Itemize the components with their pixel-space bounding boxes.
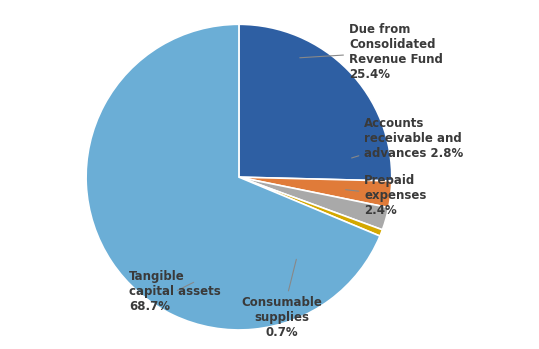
Text: Consumable
supplies
0.7%: Consumable supplies 0.7%: [241, 259, 322, 339]
Text: Accounts
receivable and
advances 2.8%: Accounts receivable and advances 2.8%: [351, 117, 464, 161]
Wedge shape: [239, 24, 392, 181]
Text: Prepaid
expenses
2.4%: Prepaid expenses 2.4%: [345, 174, 427, 217]
Wedge shape: [239, 177, 389, 230]
Text: Due from
Consolidated
Revenue Fund
25.4%: Due from Consolidated Revenue Fund 25.4%: [300, 23, 443, 81]
Wedge shape: [239, 177, 382, 236]
Text: Tangible
capital assets
68.7%: Tangible capital assets 68.7%: [129, 270, 220, 313]
Wedge shape: [86, 24, 380, 330]
Wedge shape: [239, 177, 392, 208]
